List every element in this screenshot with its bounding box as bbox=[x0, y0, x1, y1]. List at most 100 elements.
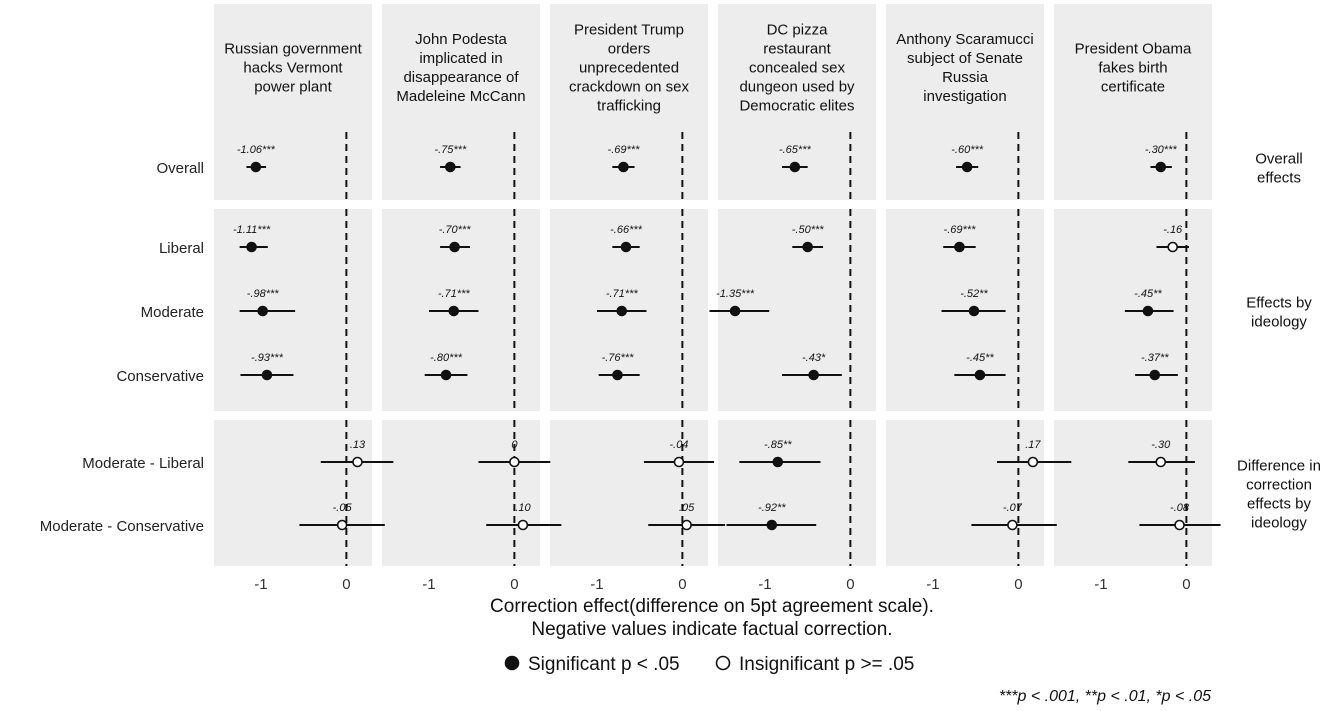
row-label: Liberal bbox=[159, 240, 204, 257]
estimate-label: -.07 bbox=[1003, 502, 1023, 514]
point-significant bbox=[620, 241, 632, 253]
estimate-label: -.70*** bbox=[439, 224, 472, 236]
legend-insignificant-marker bbox=[715, 655, 731, 671]
point-significant bbox=[1149, 369, 1161, 381]
point-significant bbox=[1155, 161, 1167, 173]
point-significant bbox=[772, 456, 784, 468]
estimate-label: -.66*** bbox=[610, 224, 643, 236]
facet-title: DC pizza restaurant concealed sex dungeon u… bbox=[739, 22, 855, 115]
point-insignificant bbox=[1174, 519, 1185, 531]
group-strip-label: Overall effects bbox=[1255, 151, 1303, 187]
point-insignificant bbox=[1155, 456, 1167, 468]
estimate-label: .17 bbox=[1025, 439, 1041, 451]
estimate-label: -.71*** bbox=[606, 288, 639, 300]
facet-title: John Podesta implicated in disappearance o… bbox=[396, 31, 525, 105]
point-insignificant bbox=[1007, 519, 1018, 531]
estimate-label: -.43* bbox=[802, 352, 826, 364]
estimate-label: -.37** bbox=[1141, 352, 1169, 364]
point-significant bbox=[968, 305, 980, 317]
point-insignificant bbox=[509, 456, 520, 468]
point-significant bbox=[766, 519, 778, 531]
facet-header-bg bbox=[718, 4, 876, 132]
point-significant bbox=[449, 241, 460, 253]
panel-bg bbox=[214, 420, 372, 566]
point-significant bbox=[616, 305, 628, 317]
estimate-label: -.76*** bbox=[602, 352, 635, 364]
estimate-label: -.05 bbox=[333, 502, 353, 514]
facet-title: Russian government hacks Vermont power pla… bbox=[224, 41, 362, 96]
legend-insignificant-label: Insignificant p >= .05 bbox=[739, 654, 914, 675]
x-tick-label: 0 bbox=[342, 576, 350, 593]
estimate-label: -.71*** bbox=[438, 288, 471, 300]
x-tick-label: 0 bbox=[510, 576, 518, 593]
point-significant bbox=[961, 161, 973, 173]
estimate-label: -.45** bbox=[966, 352, 994, 364]
row-label: Overall bbox=[156, 160, 204, 177]
point-insignificant bbox=[352, 456, 363, 468]
estimate-label: -.80*** bbox=[430, 352, 463, 364]
estimate-label: -.69*** bbox=[608, 144, 641, 156]
row-label: Moderate - Liberal bbox=[82, 455, 204, 472]
point-insignificant bbox=[1167, 241, 1179, 253]
estimate-label: .10 bbox=[515, 502, 531, 514]
x-tick-label: 0 bbox=[678, 576, 686, 593]
estimate-label: -.30 bbox=[1151, 439, 1171, 451]
panel-bg bbox=[718, 420, 876, 566]
x-tick-label: -1 bbox=[422, 576, 435, 593]
x-tick-label: -1 bbox=[926, 576, 939, 593]
estimate-label: -.60*** bbox=[951, 144, 984, 156]
estimate-label: .05 bbox=[679, 502, 695, 514]
legend-significant-label: Significant p < .05 bbox=[528, 654, 680, 675]
point-significant bbox=[445, 161, 456, 173]
panel-bg bbox=[214, 132, 372, 200]
estimate-label: -.08 bbox=[1170, 502, 1190, 514]
facet-header-bg bbox=[214, 4, 372, 132]
estimate-label: -1.35*** bbox=[716, 288, 755, 300]
panel-bg bbox=[1054, 420, 1212, 566]
x-tick-label: -1 bbox=[590, 576, 603, 593]
x-tick-label: -1 bbox=[254, 576, 267, 593]
facet-title: Anthony Scaramucci subject of Senate Russi… bbox=[896, 31, 1034, 105]
row-label: Conservative bbox=[116, 368, 204, 385]
x-tick-label: 0 bbox=[1014, 576, 1022, 593]
x-tick-label: 0 bbox=[1182, 576, 1190, 593]
estimate-label: -1.11*** bbox=[233, 224, 271, 236]
point-significant bbox=[789, 161, 801, 173]
estimate-label: -.93*** bbox=[251, 352, 284, 364]
estimate-label: -.16 bbox=[1163, 224, 1183, 236]
estimate-label: -.65*** bbox=[779, 144, 812, 156]
panel-bg bbox=[1054, 132, 1212, 200]
point-significant bbox=[974, 369, 986, 381]
point-significant bbox=[802, 241, 813, 253]
estimate-label: -1.06*** bbox=[237, 144, 276, 156]
estimate-label: -.30*** bbox=[1145, 144, 1178, 156]
point-significant bbox=[257, 305, 268, 317]
estimate-label: -.85** bbox=[764, 439, 792, 451]
estimate-label: -.45** bbox=[1134, 288, 1162, 300]
point-significant bbox=[808, 369, 819, 381]
point-significant bbox=[448, 305, 460, 317]
point-significant bbox=[618, 161, 629, 173]
point-significant bbox=[261, 369, 273, 381]
legend-significant-marker bbox=[504, 655, 520, 671]
estimate-label: -.92** bbox=[758, 502, 786, 514]
group-strip-label: Difference in correction effects by ideolog… bbox=[1237, 458, 1321, 532]
x-axis-title: Correction effect(difference on 5pt agre… bbox=[490, 596, 934, 640]
estimate-label: -.52** bbox=[960, 288, 988, 300]
point-insignificant bbox=[673, 456, 685, 468]
estimate-label: -.98*** bbox=[247, 288, 280, 300]
point-insignificant bbox=[1027, 456, 1039, 468]
point-significant bbox=[612, 369, 623, 381]
point-significant bbox=[1142, 305, 1154, 317]
estimate-label: -.50*** bbox=[792, 224, 825, 236]
x-tick-label: -1 bbox=[1094, 576, 1107, 593]
facet-title: President Trump orders unprecedented crackd… bbox=[569, 22, 690, 115]
significance-footnote: ***p < .001, **p < .01, *p < .05 bbox=[999, 688, 1211, 705]
point-significant bbox=[729, 305, 741, 317]
point-significant bbox=[440, 369, 452, 381]
estimate-label: .13 bbox=[350, 439, 366, 451]
facet-header-bg bbox=[550, 4, 708, 132]
facet-header-bg bbox=[382, 4, 540, 132]
estimate-label: -.75*** bbox=[434, 144, 467, 156]
point-insignificant bbox=[681, 519, 692, 531]
